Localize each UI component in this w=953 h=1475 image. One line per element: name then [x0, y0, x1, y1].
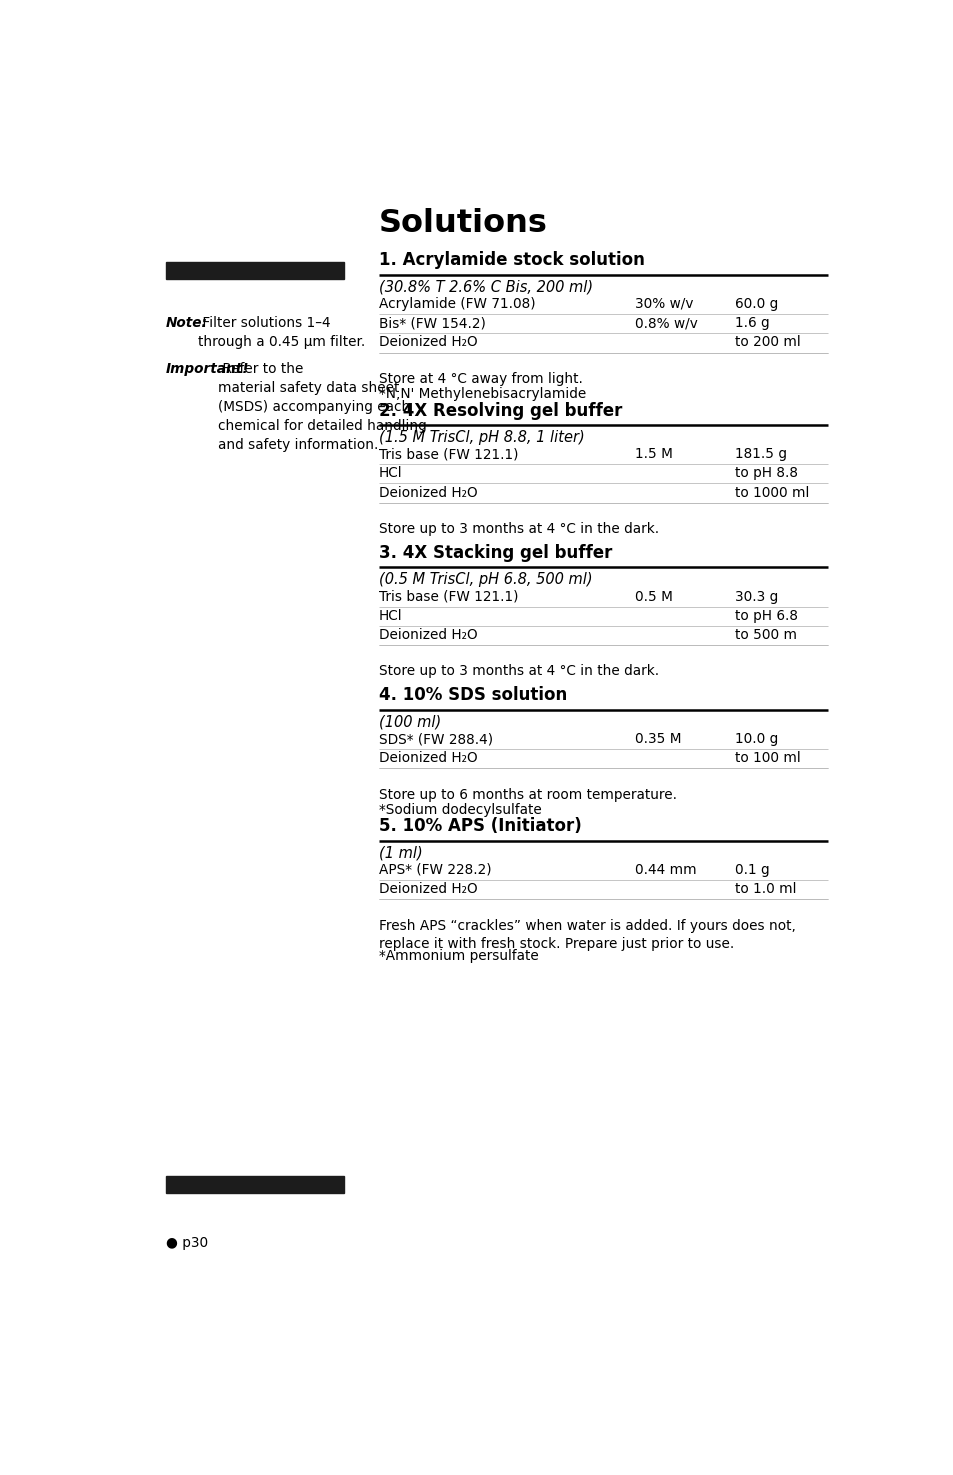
Text: 1.5 M: 1.5 M [634, 447, 672, 462]
Text: to 100 ml: to 100 ml [735, 751, 801, 766]
Text: 1. Acrylamide stock solution: 1. Acrylamide stock solution [378, 251, 644, 270]
Text: 60.0 g: 60.0 g [735, 296, 778, 311]
Text: to 500 m: to 500 m [735, 628, 797, 642]
Text: Refer to the
material safety data sheet
(MSDS) accompanying each
chemical for de: Refer to the material safety data sheet … [218, 361, 427, 451]
Text: 4. 10% SDS solution: 4. 10% SDS solution [378, 686, 566, 705]
Text: to 1000 ml: to 1000 ml [735, 485, 809, 500]
Text: Tris base (FW 121.1): Tris base (FW 121.1) [378, 447, 517, 462]
Text: 3. 4X Stacking gel buffer: 3. 4X Stacking gel buffer [378, 544, 612, 562]
Text: Solutions: Solutions [378, 208, 547, 239]
Text: 2. 4X Resolving gel buffer: 2. 4X Resolving gel buffer [378, 401, 621, 419]
Text: to pH 6.8: to pH 6.8 [735, 609, 798, 622]
Bar [166, 1177, 344, 1193]
Text: 0.5 M: 0.5 M [634, 590, 672, 603]
Text: HCl: HCl [378, 609, 402, 622]
Text: 30% w/v: 30% w/v [634, 296, 693, 311]
Text: Acrylamide (FW 71.08): Acrylamide (FW 71.08) [378, 296, 535, 311]
Text: Deionized H₂O: Deionized H₂O [378, 485, 477, 500]
Text: Store at 4 °C away from light.: Store at 4 °C away from light. [378, 372, 582, 386]
Text: 0.44 mm: 0.44 mm [634, 863, 696, 878]
Text: APS* (FW 228.2): APS* (FW 228.2) [378, 863, 491, 878]
Text: Fresh APS “crackles” when water is added. If yours does not,
replace it with fre: Fresh APS “crackles” when water is added… [378, 919, 795, 951]
Text: (30.8% T 2.6% C Bis, 200 ml): (30.8% T 2.6% C Bis, 200 ml) [378, 280, 593, 295]
Text: Store up to 6 months at room temperature.: Store up to 6 months at room temperature… [378, 788, 677, 801]
Bar [166, 263, 344, 279]
Text: 181.5 g: 181.5 g [735, 447, 786, 462]
Text: *N,N' Methylenebisacrylamide: *N,N' Methylenebisacrylamide [378, 388, 585, 401]
Text: to 1.0 ml: to 1.0 ml [735, 882, 796, 897]
Text: 0.35 M: 0.35 M [634, 732, 680, 746]
Text: Deionized H₂O: Deionized H₂O [378, 628, 477, 642]
Text: *Ammonium persulfate: *Ammonium persulfate [378, 950, 538, 963]
Text: Important!: Important! [166, 361, 249, 376]
Text: HCl: HCl [378, 466, 402, 481]
Text: 0.8% w/v: 0.8% w/v [634, 316, 697, 330]
Text: (1.5 M TrisCl, pH 8.8, 1 liter): (1.5 M TrisCl, pH 8.8, 1 liter) [378, 429, 584, 445]
Text: Deionized H₂O: Deionized H₂O [378, 751, 477, 766]
Text: 5. 10% APS (Initiator): 5. 10% APS (Initiator) [378, 817, 581, 835]
Text: Store up to 3 months at 4 °C in the dark.: Store up to 3 months at 4 °C in the dark… [378, 522, 659, 535]
Text: to 200 ml: to 200 ml [735, 335, 801, 350]
Text: 1.6 g: 1.6 g [735, 316, 769, 330]
Text: 10.0 g: 10.0 g [735, 732, 778, 746]
Text: ● p30: ● p30 [166, 1236, 208, 1249]
Text: (1 ml): (1 ml) [378, 845, 422, 861]
Text: 30.3 g: 30.3 g [735, 590, 778, 603]
Text: Filter solutions 1–4
through a 0.45 μm filter.: Filter solutions 1–4 through a 0.45 μm f… [198, 316, 365, 348]
Text: SDS* (FW 288.4): SDS* (FW 288.4) [378, 732, 493, 746]
Text: to pH 8.8: to pH 8.8 [735, 466, 798, 481]
Text: *Sodium dodecylsulfate: *Sodium dodecylsulfate [378, 802, 541, 817]
Text: Store up to 3 months at 4 °C in the dark.: Store up to 3 months at 4 °C in the dark… [378, 664, 659, 678]
Text: Deionized H₂O: Deionized H₂O [378, 882, 477, 897]
Text: Deionized H₂O: Deionized H₂O [378, 335, 477, 350]
Text: Tris base (FW 121.1): Tris base (FW 121.1) [378, 590, 517, 603]
Text: Bis* (FW 154.2): Bis* (FW 154.2) [378, 316, 485, 330]
Text: (0.5 M TrisCl, pH 6.8, 500 ml): (0.5 M TrisCl, pH 6.8, 500 ml) [378, 572, 592, 587]
Text: Note:: Note: [166, 316, 208, 329]
Text: 0.1 g: 0.1 g [735, 863, 769, 878]
Text: (100 ml): (100 ml) [378, 715, 440, 730]
